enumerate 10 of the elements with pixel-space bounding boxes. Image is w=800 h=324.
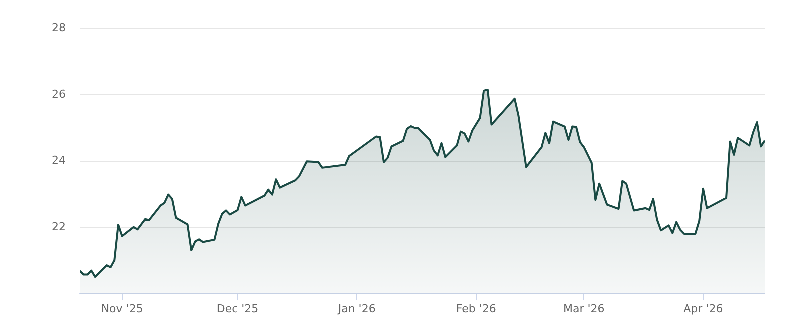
x-tick-label: Dec '25 <box>216 302 259 316</box>
y-tick-label: 22 <box>52 220 66 234</box>
y-tick-label: 26 <box>52 88 66 101</box>
y-tick-label: 28 <box>52 21 66 34</box>
x-tick-label: Apr '26 <box>684 302 724 316</box>
x-tick-label: Mar '26 <box>563 302 605 316</box>
x-tick-label: Jan '26 <box>337 302 376 316</box>
x-tick-label: Nov '25 <box>101 302 144 316</box>
y-tick-label: 24 <box>52 154 66 168</box>
x-tick-label: Feb '26 <box>456 302 496 316</box>
